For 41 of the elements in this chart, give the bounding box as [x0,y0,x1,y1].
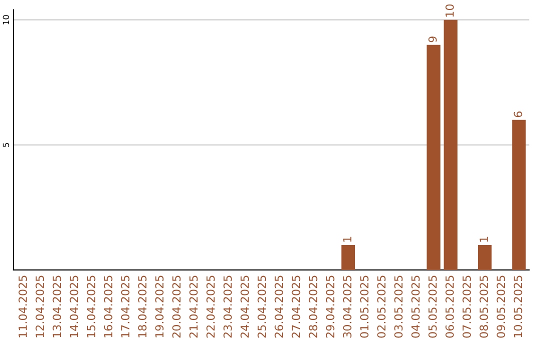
data-label: 1 [480,236,488,242]
x-tick-label: 06.05.2025 [445,276,454,338]
x-tick-label: 14.04.2025 [70,276,78,338]
x-tick-label: 27.04.2025 [292,276,300,338]
x-tick-label: 01.05.2025 [360,276,368,338]
bar [512,120,526,270]
x-tick-label: 17.04.2025 [121,276,130,338]
data-label: 9 [428,36,437,42]
x-tick-label: 16.04.2025 [104,276,112,338]
x-tick-label: 24.04.2025 [240,276,249,338]
x-tick-label: 23.04.2025 [223,276,232,338]
bar [426,44,440,270]
y-tick-label: 5 [2,142,10,147]
x-tick-label: 07.05.2025 [462,276,471,338]
x-tick-label: 28.04.2025 [308,276,318,338]
x-tick-label: 30.04.2025 [343,276,352,338]
x-tick-label: 09.05.2025 [496,276,506,338]
x-tick-label: 19.04.2025 [155,276,164,338]
data-label: 1 [343,236,352,242]
x-tick-label: 11.04.2025 [18,276,27,338]
x-tick-label: 02.05.2025 [377,276,386,338]
bar [478,244,492,270]
x-tick-label: 10.05.2025 [514,276,522,338]
x-tick-label: 05.05.2025 [428,276,437,338]
x-tick-label: 26.04.2025 [274,276,284,338]
x-tick-label: 20.04.2025 [172,276,181,338]
x-tick-label: 21.04.2025 [189,276,198,338]
bar [444,20,458,270]
x-tick-label: 18.04.2025 [138,276,147,338]
x-tick-label: 03.05.2025 [394,276,403,338]
x-tick-label: 13.04.2025 [52,276,62,338]
x-tick-label: 29.04.2025 [326,276,334,338]
data-label: 10 [445,4,454,17]
x-tick-label: 22.04.2025 [206,276,215,338]
x-tick-label: 25.04.2025 [258,276,266,338]
bar [341,244,356,270]
data-label: 6 [514,112,522,118]
x-tick-label: 04.05.2025 [411,276,420,338]
x-tick-label: 08.05.2025 [480,276,488,338]
x-tick-label: 15.04.2025 [86,276,96,338]
x-tick-label: 12.04.2025 [36,276,44,338]
